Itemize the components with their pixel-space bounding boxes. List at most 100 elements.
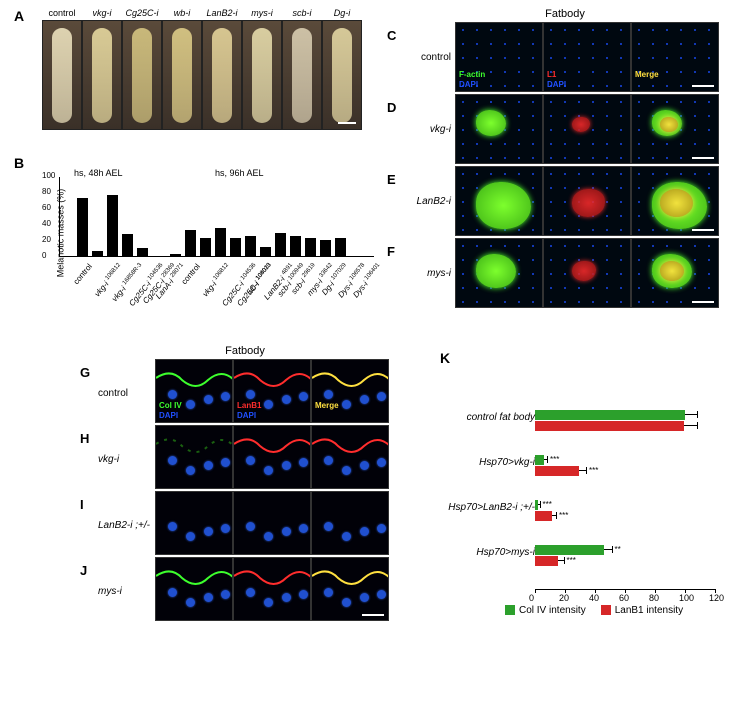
xtick: 60 (619, 593, 629, 603)
microscopy-image: Merge (311, 359, 389, 423)
microscopy-image (155, 557, 233, 621)
channel-label: LanB1 (237, 401, 261, 410)
fatbody-bottom-title: Fatbody (95, 345, 395, 357)
microscopy-image (155, 491, 233, 555)
scale-bar (362, 614, 384, 616)
larva-image (122, 20, 162, 130)
microscopy-image (233, 491, 311, 555)
panel-a: controlvkg-iCg25C-iwb-iLanB2-imys-iscb-i… (14, 8, 364, 130)
ytick: 40 (42, 219, 51, 228)
microscopy-image (455, 166, 543, 236)
microscopy-image (631, 94, 719, 164)
panel-letter: H (80, 431, 89, 446)
channel-label: DAPI (159, 411, 178, 420)
panel-letter: C (387, 28, 396, 43)
microscopy-image (543, 166, 631, 236)
legend-item: LanB1 intensity (601, 605, 683, 616)
significance-stars: *** (567, 556, 576, 565)
row-label: vkg-i (98, 454, 158, 465)
microscopy-image (543, 94, 631, 164)
channel-label: L1 (547, 70, 556, 79)
ytick: 80 (42, 187, 51, 196)
panel-letter: F (387, 244, 395, 259)
fatbody-row: controlF-actinDAPIL1DAPIMerge (405, 22, 725, 92)
larva-header: Cg25C-i (122, 8, 162, 18)
bar (170, 254, 181, 256)
bar (200, 238, 211, 256)
panel-letter: G (80, 365, 90, 380)
row-label: control (98, 388, 158, 399)
microscopy-image (631, 238, 719, 308)
larva-image (242, 20, 282, 130)
error-bar (579, 470, 587, 471)
microscopy-image (631, 166, 719, 236)
microscopy-image: F-actinDAPI (455, 22, 543, 92)
bar (535, 466, 579, 476)
bar (535, 421, 684, 431)
bar (215, 228, 226, 256)
xtick: 20 (559, 593, 569, 603)
channel-label: F-actin (459, 70, 485, 79)
bar (137, 248, 148, 256)
larva-header: scb-i (282, 8, 322, 18)
category-label: control fat body (435, 412, 535, 423)
significance-stars: ** (615, 545, 621, 554)
larva-header: control (42, 8, 82, 18)
larva-header: Dg-i (322, 8, 362, 18)
xtick: 120 (709, 593, 724, 603)
scale-bar (692, 301, 714, 303)
channel-label: DAPI (547, 80, 566, 89)
microscopy-image: Merge (631, 22, 719, 92)
ytick: 100 (42, 171, 55, 180)
row-label: LanB2-i ;+/- (98, 520, 158, 531)
panel-letter: D (387, 100, 396, 115)
bar (230, 238, 241, 256)
bar (535, 511, 552, 521)
xtick-label: control (72, 262, 94, 286)
ytick: 0 (42, 251, 46, 260)
panel-a-headers: controlvkg-iCg25C-iwb-iLanB2-imys-iscb-i… (42, 8, 364, 18)
significance-stars: *** (589, 466, 598, 475)
microscopy-image (455, 94, 543, 164)
panel-letter: E (387, 172, 396, 187)
row-label: LanB2-i (405, 196, 455, 207)
larva-image (322, 20, 362, 130)
bar (320, 240, 331, 256)
bar (535, 500, 538, 510)
larva-image (82, 20, 122, 130)
section-header: hs, 48h AEL (74, 168, 123, 178)
bar (260, 247, 271, 256)
microscopy-image (155, 425, 233, 489)
larva-image (42, 20, 82, 130)
microscopy-image: LanB1DAPI (233, 359, 311, 423)
chart-area: 020406080100 (59, 177, 374, 257)
microscopy-image: Col IVDAPI (155, 359, 233, 423)
panel-letter: J (80, 563, 87, 578)
bar-chart-k: ***************** 020406080100120 (535, 390, 715, 590)
larva-image (162, 20, 202, 130)
larva-image (282, 20, 322, 130)
bar (92, 251, 103, 256)
ytick: 20 (42, 235, 51, 244)
panel-a-larvae (42, 20, 364, 130)
fatbody-row: mys-i (405, 238, 725, 308)
bar (535, 455, 544, 465)
scale-bar (692, 229, 714, 231)
bar (535, 556, 558, 566)
bar (275, 233, 286, 256)
microscopy-image (543, 238, 631, 308)
microscopy-image (233, 425, 311, 489)
bar (290, 236, 301, 256)
panel-letter: I (80, 497, 84, 512)
fatbody-panels-cf: Fatbody controlF-actinDAPIL1DAPIMergevkg… (405, 8, 725, 310)
error-bar (604, 549, 612, 550)
bar (107, 195, 118, 256)
xtick: 40 (589, 593, 599, 603)
larva-header: wb-i (162, 8, 202, 18)
error-bar (685, 414, 697, 415)
scale-bar (692, 85, 714, 87)
bar (185, 230, 196, 256)
microscopy-image (311, 425, 389, 489)
bar (535, 545, 604, 555)
microscopy-image (233, 557, 311, 621)
